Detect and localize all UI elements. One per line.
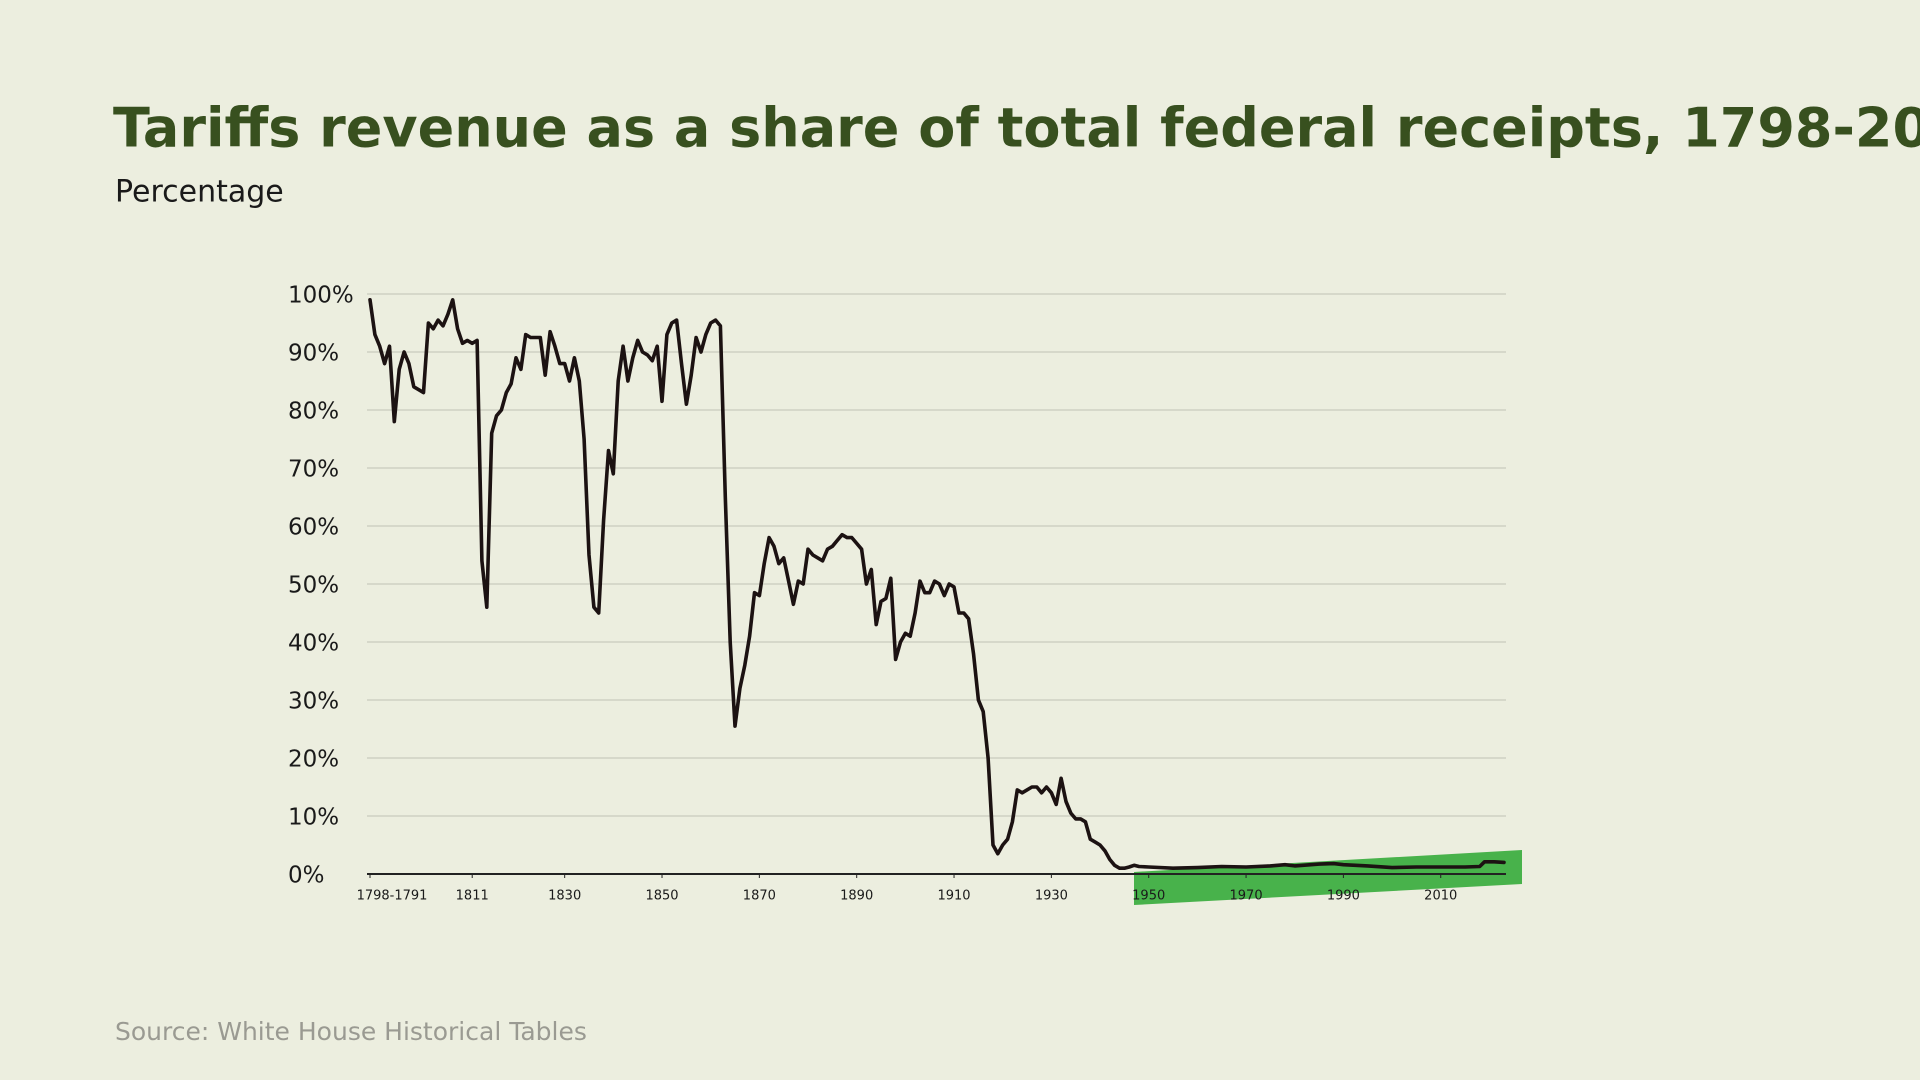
y-tick-label: 80% bbox=[288, 399, 339, 425]
chart-title: Tariffs revenue as a share of total fede… bbox=[113, 97, 1920, 160]
highlight bbox=[1134, 850, 1522, 905]
data-line bbox=[368, 298, 1506, 870]
x-tick-label: 1830 bbox=[548, 889, 581, 904]
x-tick-label: 1950 bbox=[1132, 889, 1165, 904]
x-tick-label: 1811 bbox=[456, 889, 489, 904]
x-tick-label: 1850 bbox=[645, 889, 678, 904]
y-tick-label: 90% bbox=[288, 341, 339, 367]
plot-area: 0% 10% 20% 30% 40% 50% 60% 70% 80% 90% 100% 1798-17… bbox=[288, 283, 1506, 904]
x-tick-label: 1990 bbox=[1327, 889, 1360, 904]
x-tick-label: 1970 bbox=[1230, 889, 1263, 904]
y-tick-label: 100% bbox=[288, 283, 354, 309]
y-tick-label: 20% bbox=[288, 747, 339, 773]
x-tick-label: 1798-1791 bbox=[357, 889, 428, 904]
x-tick-label: 1870 bbox=[743, 889, 776, 904]
y-tick-label: 30% bbox=[288, 689, 339, 715]
x-tick-label: 1910 bbox=[937, 889, 970, 904]
y-tick-label: 50% bbox=[288, 573, 339, 599]
y-tick-label: 60% bbox=[288, 515, 339, 541]
y-tick-label: 0% bbox=[288, 863, 325, 889]
y-tick-label: 10% bbox=[288, 805, 339, 831]
y-tick-label: 70% bbox=[288, 457, 339, 483]
x-tick-label: 2010 bbox=[1424, 889, 1457, 904]
y-tick-label: 40% bbox=[288, 631, 339, 657]
x-tick-label: 1890 bbox=[840, 889, 873, 904]
x-tick-label: 1930 bbox=[1035, 889, 1068, 904]
chart-subtitle: Percentage bbox=[115, 175, 284, 210]
source-note: Source: White House Historical Tables bbox=[115, 1017, 587, 1046]
